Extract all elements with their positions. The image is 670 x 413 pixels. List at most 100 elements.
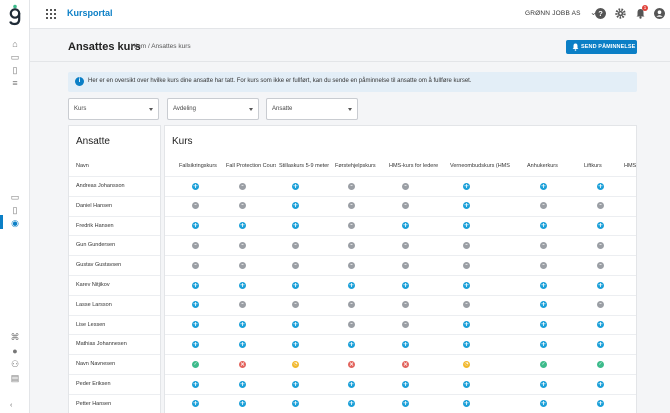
employee-name[interactable]: Karev Nitjikov	[76, 282, 110, 288]
status-plus-icon[interactable]	[540, 282, 547, 289]
employee-name[interactable]: Peder Eriksen	[76, 381, 111, 387]
status-plus-icon[interactable]	[192, 183, 199, 190]
status-plus-icon[interactable]	[597, 400, 604, 407]
status-plus-icon[interactable]	[463, 381, 470, 388]
people-icon[interactable]: ⚇	[9, 358, 21, 370]
app-title[interactable]: Kursportal	[67, 8, 113, 18]
status-plus-icon[interactable]	[402, 381, 409, 388]
status-plus-icon[interactable]	[463, 282, 470, 289]
status-plus-icon[interactable]	[292, 183, 299, 190]
status-plus-icon[interactable]	[540, 321, 547, 328]
employee-name[interactable]: Daniel Hansen	[76, 203, 112, 209]
status-plus-icon[interactable]	[463, 222, 470, 229]
employee-name[interactable]: Gustav Gustavsen	[76, 262, 121, 268]
course-column-header[interactable]: Liftkurs	[584, 163, 624, 169]
status-plus-icon[interactable]	[597, 341, 604, 348]
company-selector[interactable]: GRØNN JOBB AS	[525, 10, 581, 17]
help-icon[interactable]: ?	[595, 8, 606, 19]
status-plus-icon[interactable]	[597, 183, 604, 190]
employee-name[interactable]: Mathias Johannesen	[76, 341, 127, 347]
employee-name[interactable]: Fredrik Hansen	[76, 223, 114, 229]
status-plus-icon[interactable]	[239, 282, 246, 289]
status-plus-icon[interactable]	[463, 400, 470, 407]
status-plus-icon[interactable]	[292, 202, 299, 209]
status-plus-icon[interactable]	[402, 222, 409, 229]
status-plus-icon[interactable]	[348, 282, 355, 289]
status-plus-icon[interactable]	[463, 183, 470, 190]
monitor-icon[interactable]: ▭	[9, 191, 21, 203]
course-column-header[interactable]: HMS	[624, 163, 636, 169]
status-plus-icon[interactable]	[192, 381, 199, 388]
employee-name[interactable]: Lise Lessen	[76, 322, 105, 328]
status-plus-icon[interactable]	[192, 222, 199, 229]
status-plus-icon[interactable]	[239, 381, 246, 388]
course-column-header[interactable]: Førstehjelpskurs	[335, 163, 385, 169]
status-plus-icon[interactable]	[402, 341, 409, 348]
status-plus-icon[interactable]	[192, 341, 199, 348]
course-column-header[interactable]: Fallsikringskurs	[179, 163, 227, 169]
status-plus-icon[interactable]	[239, 341, 246, 348]
status-plus-icon[interactable]	[402, 400, 409, 407]
home-icon[interactable]: ⌂	[9, 38, 21, 50]
list-icon[interactable]: ≡	[9, 77, 21, 89]
status-plus-icon[interactable]	[292, 222, 299, 229]
course-column-header[interactable]: HMS-kurs for ledere	[389, 163, 447, 169]
status-plus-icon[interactable]	[597, 282, 604, 289]
status-plus-icon[interactable]	[192, 301, 199, 308]
account-icon[interactable]	[654, 8, 665, 19]
status-plus-icon[interactable]	[239, 222, 246, 229]
status-plus-icon[interactable]	[292, 400, 299, 407]
employee-name[interactable]: Andreas Johansson	[76, 183, 125, 189]
department-filter[interactable]: Avdeling	[167, 98, 259, 120]
employee-name[interactable]: Gun Gundersen	[76, 242, 115, 248]
building-icon[interactable]: ▤	[9, 372, 21, 384]
course-column-header[interactable]: Verneombudskurs (HMS)	[450, 163, 510, 169]
broadcast-icon[interactable]: ◉	[9, 217, 21, 229]
status-plus-icon[interactable]	[292, 341, 299, 348]
employee-name[interactable]: Lasse Larsson	[76, 302, 112, 308]
name-column-header[interactable]: Navn	[76, 163, 89, 169]
status-plus-icon[interactable]	[597, 381, 604, 388]
course-filter[interactable]: Kurs	[68, 98, 159, 120]
status-plus-icon[interactable]	[348, 400, 355, 407]
status-plus-icon[interactable]	[348, 381, 355, 388]
employees-filter[interactable]: Ansatte	[266, 98, 358, 120]
status-plus-icon[interactable]	[597, 321, 604, 328]
status-plus-icon[interactable]	[597, 222, 604, 229]
course-column-header[interactable]: Fall Protection Course	[226, 163, 276, 169]
send-reminder-button[interactable]: SEND PÅMINNELSE	[566, 40, 637, 54]
status-plus-icon[interactable]	[292, 282, 299, 289]
status-plus-icon[interactable]	[540, 183, 547, 190]
course-column-header[interactable]: Anhukerkurs	[527, 163, 575, 169]
status-plus-icon[interactable]	[192, 321, 199, 328]
network-icon[interactable]: ⌘	[9, 331, 21, 343]
status-plus-icon[interactable]	[463, 202, 470, 209]
apps-grid-icon[interactable]	[46, 9, 56, 19]
status-plus-icon[interactable]	[192, 400, 199, 407]
status-plus-icon[interactable]	[292, 321, 299, 328]
status-plus-icon[interactable]	[192, 282, 199, 289]
status-plus-icon[interactable]	[402, 282, 409, 289]
employee-name[interactable]: Navn Navnesen	[76, 361, 115, 367]
mobile-icon[interactable]: ▯	[9, 204, 21, 216]
gear-icon[interactable]	[615, 8, 626, 19]
status-plus-icon[interactable]	[348, 341, 355, 348]
status-plus-icon[interactable]	[540, 381, 547, 388]
status-plus-icon[interactable]	[540, 222, 547, 229]
status-plus-icon[interactable]	[463, 341, 470, 348]
status-plus-icon[interactable]	[292, 381, 299, 388]
person-icon[interactable]: ●	[9, 345, 21, 357]
status-plus-icon[interactable]	[239, 321, 246, 328]
status-plus-icon[interactable]	[540, 341, 547, 348]
document-icon[interactable]: ▯	[9, 64, 21, 76]
status-minus-icon	[348, 242, 355, 249]
breadcrumb[interactable]: Hjem / Ansattes kurs	[131, 43, 191, 50]
status-plus-icon[interactable]	[239, 400, 246, 407]
employee-name[interactable]: Petter Hansen	[76, 401, 111, 407]
course-column-header[interactable]: Stillaskurs 5-9 meter	[279, 163, 331, 169]
folder-icon[interactable]: ▭	[9, 51, 21, 63]
status-plus-icon[interactable]	[463, 321, 470, 328]
status-plus-icon[interactable]	[540, 301, 547, 308]
collapse-chevron-icon[interactable]: ‹	[10, 402, 12, 409]
status-plus-icon[interactable]	[540, 400, 547, 407]
